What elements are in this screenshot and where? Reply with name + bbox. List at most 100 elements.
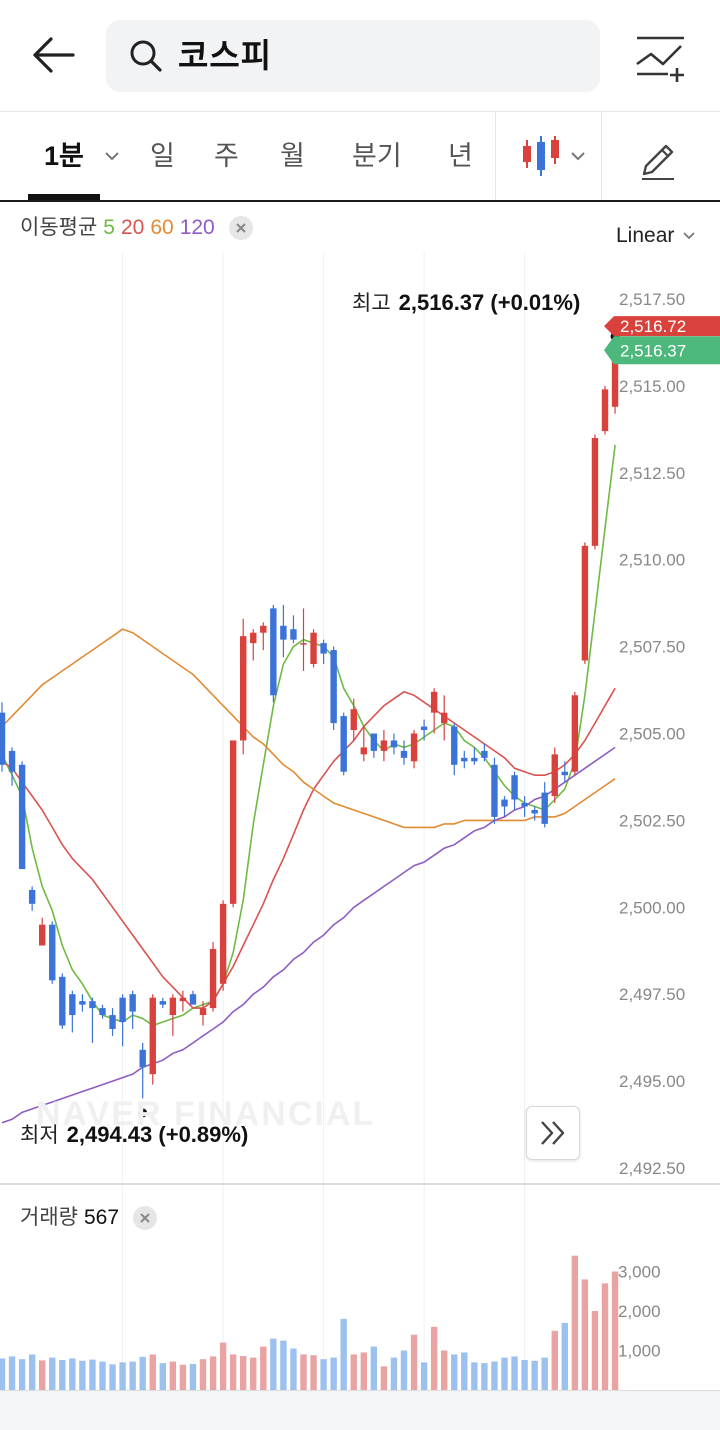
candle [159, 997, 166, 1009]
candle [199, 1001, 207, 1026]
low-marker-dot [138, 1108, 148, 1118]
search-box[interactable]: 코스피 [106, 20, 600, 92]
candle-body [571, 695, 579, 772]
volume-bar [310, 1355, 317, 1390]
candle [481, 743, 488, 762]
price-tag-green-text: 2,516.37 [620, 341, 686, 360]
candle-body [159, 1001, 166, 1005]
chevron-down-icon [683, 232, 696, 240]
volume-bar [49, 1357, 56, 1390]
candle-body [441, 712, 448, 724]
candle [420, 719, 428, 741]
tab-day[interactable]: 일 [150, 141, 175, 171]
candle [229, 740, 237, 908]
candle-body [451, 726, 458, 765]
volume-bar [390, 1357, 398, 1390]
volume-bar [179, 1364, 187, 1390]
volume-bar [561, 1322, 568, 1390]
volume-bar [451, 1354, 458, 1390]
candle [250, 629, 257, 661]
candle-body [28, 889, 36, 904]
candle-body [491, 764, 498, 817]
pencil-draw-icon[interactable] [638, 136, 678, 180]
volume-bar [280, 1340, 287, 1390]
ma-120-line [1, 746, 616, 1124]
volume-bar [129, 1361, 136, 1390]
candle [39, 917, 46, 946]
volume-bar [380, 1366, 388, 1390]
candle-body [219, 903, 227, 984]
ma-5-line [1, 444, 616, 1027]
candle [129, 990, 136, 1029]
tab-1min[interactable]: 1분 [44, 141, 84, 171]
candle-body [179, 997, 187, 1002]
candle-body [139, 1049, 146, 1068]
volume-bar [430, 1326, 438, 1390]
price-tick-label: 2,500.00 [619, 898, 685, 917]
chevron-down-icon[interactable] [570, 150, 586, 162]
candle-body [89, 1001, 96, 1009]
volume-bar [270, 1338, 277, 1390]
volume-bar [581, 1279, 589, 1390]
compare-chart-button[interactable] [634, 34, 688, 82]
candlestick-type-icon[interactable] [520, 134, 564, 178]
time-axis-bar [0, 1390, 720, 1430]
tab-week[interactable]: 주 [214, 141, 239, 171]
candle [59, 973, 66, 1029]
search-query-text: 코스피 [178, 37, 273, 74]
candle [441, 695, 448, 741]
volume-bar [370, 1346, 378, 1390]
candle [270, 604, 277, 703]
candle-body [8, 750, 16, 772]
chevron-down-icon[interactable] [104, 150, 120, 162]
scroll-to-latest-button[interactable] [526, 1106, 580, 1160]
candle-body [611, 354, 619, 407]
candle [79, 994, 86, 1012]
candle [571, 691, 579, 776]
price-tick-label: 2,510.00 [619, 551, 685, 570]
candle-body [501, 799, 508, 807]
candle-body [59, 976, 66, 1026]
candle [511, 771, 518, 810]
tab-year[interactable]: 년 [448, 141, 473, 171]
price-tick-label: 2,495.00 [619, 1072, 685, 1091]
volume-bar [330, 1357, 337, 1390]
candle-body [581, 545, 589, 661]
last-price-tag-red [604, 316, 720, 337]
high-label: 최고 [352, 292, 391, 315]
back-button[interactable] [26, 30, 78, 80]
scale-selector[interactable]: Linear [616, 222, 696, 250]
volume-label: 거래량 [20, 1206, 78, 1229]
volume-bar [290, 1348, 297, 1390]
candle [581, 542, 589, 664]
price-tick-label: 2,515.00 [619, 377, 685, 396]
candle [400, 740, 408, 765]
price-tick-label: 2,502.50 [619, 811, 685, 830]
candle [89, 997, 96, 1043]
candle-body [601, 389, 609, 432]
candle-body [320, 643, 327, 654]
volume-bar [611, 1271, 619, 1390]
candle-body [270, 608, 277, 696]
volume-bar [59, 1359, 66, 1390]
volume-bar [461, 1352, 468, 1390]
volume-bar [501, 1357, 508, 1390]
candle-body [119, 997, 126, 1023]
candle [109, 1008, 116, 1036]
candle [119, 994, 126, 1047]
candle [290, 615, 297, 644]
price-chart[interactable]: 2,517.50 2,515.00 2,512.50 2,510.00 2,507.50… [0, 202, 720, 1430]
candle-body [481, 750, 488, 758]
candle [491, 757, 498, 824]
tab-quarter[interactable]: 분기 [352, 141, 402, 171]
search-icon [130, 40, 162, 72]
candle-body [591, 438, 599, 546]
candle-body [169, 997, 177, 1016]
candle [139, 1042, 146, 1099]
ma-close-button[interactable] [228, 216, 253, 240]
tab-month[interactable]: 월 [280, 141, 305, 171]
volume-bar [471, 1362, 478, 1390]
volume-bar [8, 1356, 16, 1390]
candle-body [250, 632, 257, 644]
volume-close-button[interactable] [133, 1206, 158, 1230]
